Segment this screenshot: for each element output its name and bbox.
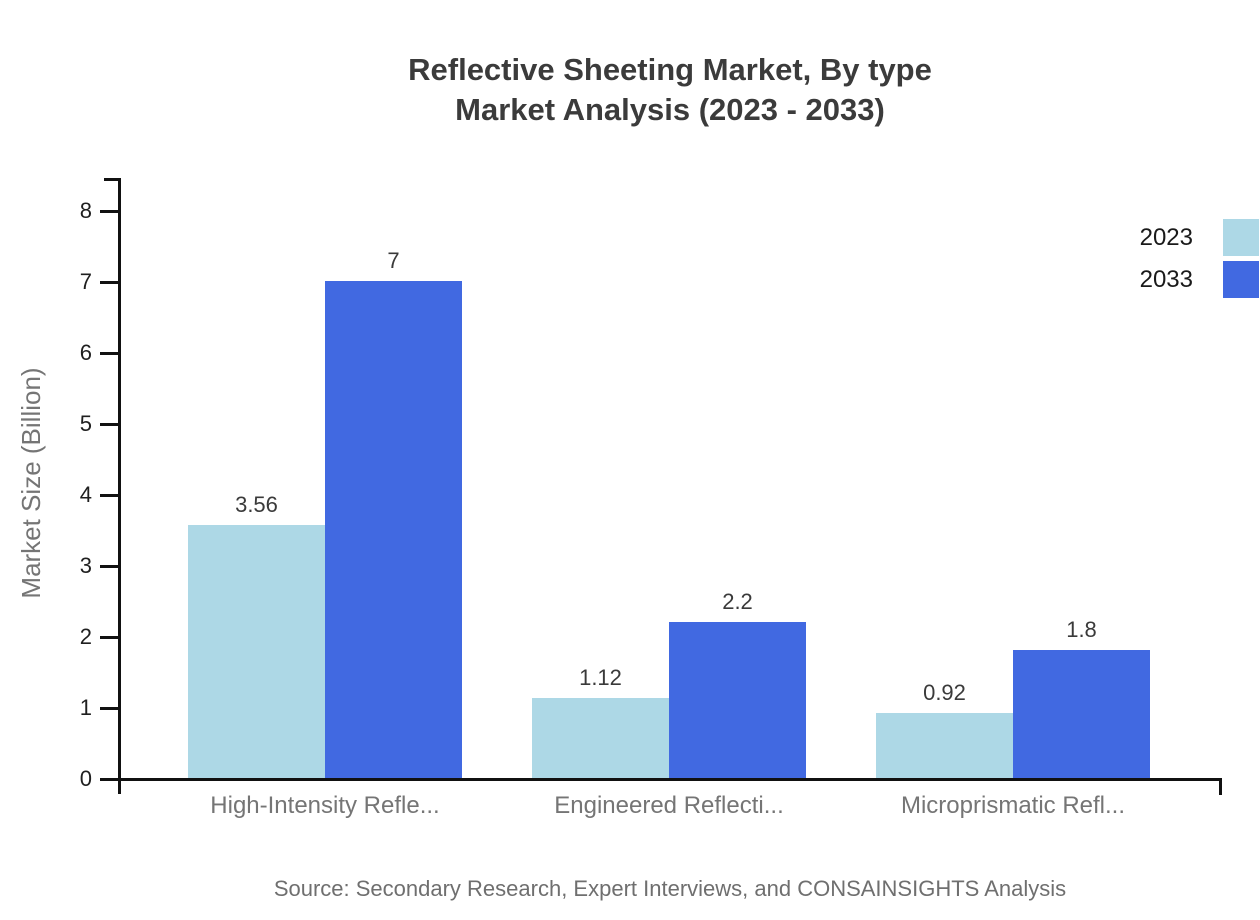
x-axis-right-cap bbox=[1219, 778, 1222, 795]
bar-value-label: 7 bbox=[387, 248, 400, 273]
y-tick-label: 8 bbox=[79, 198, 92, 223]
chart-title: Reflective Sheeting Market, By type Mark… bbox=[118, 50, 1222, 130]
legend-swatch-2023 bbox=[1223, 219, 1259, 256]
bar-2023-1 bbox=[188, 525, 325, 778]
bar-2033-2 bbox=[669, 622, 806, 778]
x-axis-line bbox=[100, 778, 1222, 781]
y-tick-label: 1 bbox=[79, 695, 92, 720]
x-category-label: High-Intensity Refle... bbox=[210, 792, 440, 819]
y-axis-line bbox=[118, 178, 121, 794]
bar-2023-3 bbox=[876, 713, 1013, 778]
bar-value-label: 2.2 bbox=[722, 589, 753, 614]
bar-value-label: 3.56 bbox=[235, 492, 278, 517]
bar-2033-1 bbox=[325, 281, 462, 778]
y-tick-label: 6 bbox=[79, 340, 92, 365]
y-tick-label: 7 bbox=[79, 269, 92, 294]
y-axis-top-cap bbox=[104, 178, 121, 181]
y-tick-mark bbox=[100, 707, 118, 710]
chart-title-line1: Reflective Sheeting Market, By type bbox=[408, 52, 932, 87]
bar-value-label: 1.8 bbox=[1066, 617, 1097, 642]
legend-swatch-2033 bbox=[1223, 261, 1259, 298]
y-tick-mark bbox=[100, 636, 118, 639]
bar-value-label: 1.12 bbox=[579, 665, 622, 690]
y-tick-label: 3 bbox=[79, 553, 92, 578]
bar-2033-3 bbox=[1013, 650, 1150, 778]
y-tick-mark bbox=[100, 352, 118, 355]
y-tick-label: 2 bbox=[79, 624, 92, 649]
source-text: Source: Secondary Research, Expert Inter… bbox=[273, 876, 1067, 901]
x-category-label: Microprismatic Refl... bbox=[900, 792, 1126, 819]
y-tick-mark bbox=[100, 281, 118, 284]
x-category-label: Engineered Reflecti... bbox=[554, 792, 784, 819]
y-tick-label: 5 bbox=[79, 411, 92, 436]
y-tick-mark bbox=[100, 423, 118, 426]
y-tick-mark bbox=[100, 210, 118, 213]
y-tick-label: 0 bbox=[79, 766, 92, 791]
chart-title-line2: Market Analysis (2023 - 2033) bbox=[455, 92, 885, 127]
legend-label-2023: 2023 bbox=[1139, 224, 1193, 251]
y-tick-mark bbox=[100, 494, 118, 497]
bar-2023-2 bbox=[532, 698, 669, 778]
y-tick-mark bbox=[100, 565, 118, 568]
y-tick-label: 4 bbox=[79, 482, 92, 507]
bar-value-label: 0.92 bbox=[923, 680, 966, 705]
legend-label-2033: 2033 bbox=[1139, 266, 1193, 293]
